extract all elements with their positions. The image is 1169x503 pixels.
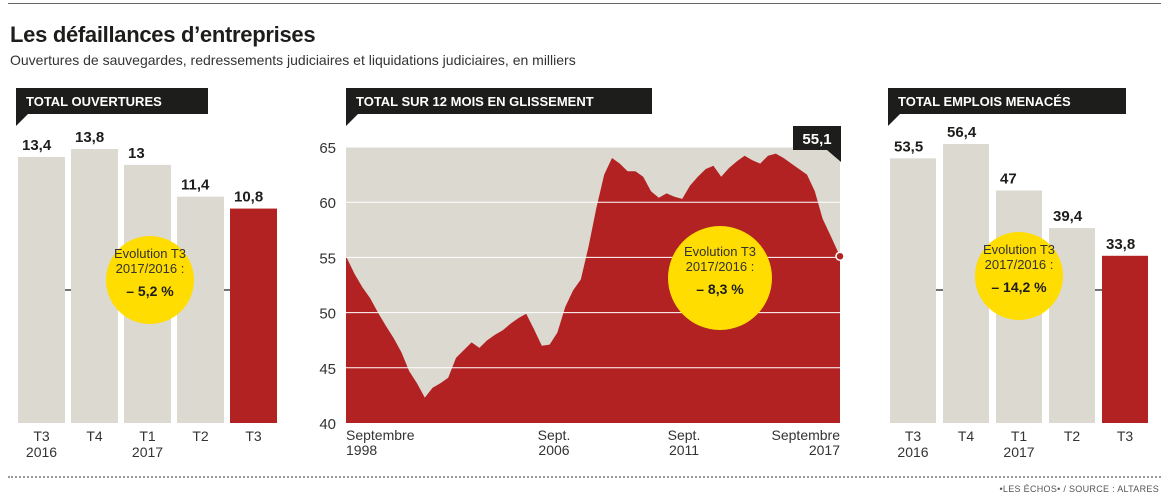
glissement-x-label-2: Sept. [668,427,701,443]
emplois-tab-pointer [888,114,900,126]
ouvertures-bar-3 [177,196,224,423]
glissement-x-year-2: 2011 [669,442,699,458]
glissement-x-year-1: 2006 [538,442,569,458]
ouvertures-value-label-4: 10,8 [234,189,263,206]
ouvertures-category-label-0: T3 [33,428,50,444]
glissement-last-value-bg [793,126,841,150]
glissement-tab-pointer [346,114,358,126]
ouvertures-category-label-3: T2 [192,428,209,444]
ouvertures-category-year-2: 2017 [132,444,163,460]
emplois-bar-0 [890,158,936,423]
ouvertures-evolution-line1: Evolution T3 [114,246,186,261]
emplois-evolution-line1: Evolution T3 [983,242,1055,257]
page-subtitle: Ouvertures de sauvegardes, redressements… [10,52,576,68]
emplois-value-label-0: 53,5 [894,138,923,155]
glissement-y-tick-3: 55 [319,250,336,267]
ouvertures-value-label-0: 13,4 [22,137,52,154]
emplois-title: TOTAL EMPLOIS MENACÉS [898,94,1071,109]
emplois-category-label-3: T2 [1064,428,1081,444]
emplois-value-label-3: 39,4 [1053,208,1083,225]
glissement-x-label-3: Septembre [772,427,841,443]
emplois-tab: TOTAL EMPLOIS MENACÉS [888,88,1126,126]
emplois-category-year-0: 2016 [897,444,928,460]
glissement-tab: TOTAL SUR 12 MOIS EN GLISSEMENT [346,88,652,126]
ouvertures-value-label-1: 13,8 [75,129,104,146]
ouvertures-category-year-0: 2016 [26,444,57,460]
glissement-x-label-1: Sept. [538,427,571,443]
ouvertures-title: TOTAL OUVERTURES [26,94,162,109]
emplois-category-label-2: T1 [1011,428,1028,444]
emplois-evolution-line2: 2017/2016 : [985,257,1054,272]
emplois-category-label-4: T3 [1117,428,1134,444]
glissement-evolution-line1: Evolution T3 [684,244,756,259]
glissement-evolution-line2: 2017/2016 : [686,259,755,274]
glissement-area-series [346,153,840,423]
ouvertures-evolution-value: – 5,2 % [126,283,174,299]
ouvertures-category-label-4: T3 [245,428,262,444]
glissement-y-tick-0: 40 [319,416,336,433]
ouvertures-category-label-1: T4 [86,428,103,444]
emplois-value-label-1: 56,4 [947,124,977,141]
page-title: Les défaillances d’entreprises [10,22,316,47]
emplois-category-label-0: T3 [905,428,922,444]
ouvertures-value-label-3: 11,4 [181,177,210,194]
glissement-x-year-0: 1998 [346,442,377,458]
glissement-y-tick-4: 60 [319,195,336,212]
bottom-dotted-rule [8,476,1161,478]
emplois-category-year-2: 2017 [1003,444,1034,460]
emplois-evolution-circle [975,232,1063,320]
glissement-y-tick-2: 50 [319,306,336,323]
glissement-last-value-pointer [827,150,841,162]
glissement-y-tick-1: 45 [319,361,336,378]
emplois-bar-4 [1102,255,1148,423]
source-credit: •LES ÉCHOS• / SOURCE : ALTARES [999,484,1159,494]
glissement-title: TOTAL SUR 12 MOIS EN GLISSEMENT [356,94,594,109]
glissement-x-label-0: Septembre [346,427,415,443]
emplois-evolution-value: – 14,2 % [991,279,1047,295]
ouvertures-tab-bg [16,88,208,114]
ouvertures-evolution-circle [106,236,194,324]
glissement-last-point [835,251,845,262]
glissement-last-value-label: 55,1 [802,131,831,148]
emplois-category-label-1: T4 [958,428,975,444]
ouvertures-bar-4 [230,208,277,423]
glissement-evolution-value: – 8,3 % [696,281,744,297]
glissement-evolution-circle [668,226,772,330]
ouvertures-tab: TOTAL OUVERTURES [16,88,208,126]
ouvertures-value-label-2: 13 [128,145,145,162]
top-rule [8,3,1161,4]
ouvertures-bar-0 [18,156,65,424]
emplois-tab-bg [888,88,1126,114]
ouvertures-evolution-line2: 2017/2016 : [116,261,185,276]
glissement-tab-bg [346,88,652,114]
ouvertures-category-label-2: T1 [139,428,156,444]
emplois-value-label-2: 47 [1000,171,1017,188]
glissement-y-tick-5: 65 [319,140,336,157]
emplois-value-label-4: 33,8 [1106,236,1135,253]
glissement-x-year-3: 2017 [809,442,840,458]
ouvertures-tab-pointer [16,114,28,126]
